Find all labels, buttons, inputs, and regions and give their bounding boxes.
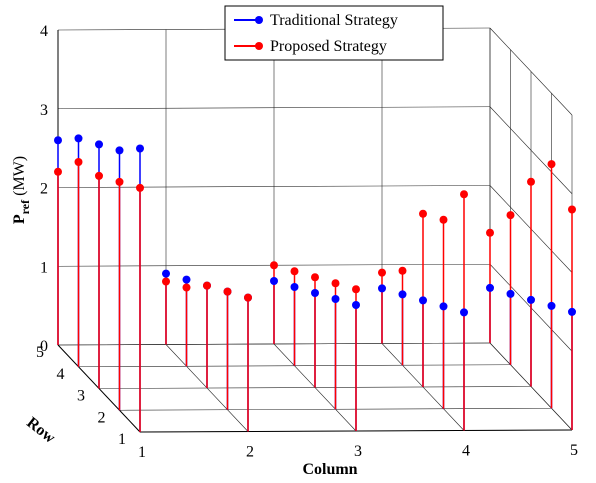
marker-traditional	[95, 140, 103, 149]
marker-proposed	[419, 209, 427, 218]
marker-proposed	[203, 281, 211, 290]
marker-traditional	[568, 307, 576, 316]
marker-traditional	[506, 289, 515, 298]
marker-proposed	[270, 261, 278, 270]
marker-proposed	[74, 158, 83, 166]
x-tick-label: 4	[462, 443, 470, 460]
y-tick-label: 3	[77, 388, 85, 405]
x-tick-label: 2	[246, 444, 254, 461]
side-wall-grid-line	[489, 27, 573, 116]
marker-traditional	[311, 289, 319, 297]
marker-proposed	[568, 205, 576, 214]
stems-layer	[54, 134, 576, 432]
marker-proposed	[136, 183, 144, 192]
marker-traditional	[290, 283, 299, 291]
marker-traditional	[527, 295, 535, 304]
marker-traditional	[115, 146, 124, 155]
z-tick-label: 1	[40, 259, 48, 276]
marker-proposed	[244, 293, 252, 302]
y-tick-label: 4	[57, 366, 65, 383]
marker-traditional	[162, 269, 170, 278]
marker-traditional	[54, 136, 62, 145]
x-tick-label: 5	[570, 442, 578, 459]
marker-proposed	[486, 228, 494, 237]
back-wall-grid-line	[57, 106, 491, 110]
marker-traditional	[378, 284, 386, 293]
y-tick-label: 2	[98, 409, 106, 426]
marker-proposed	[547, 160, 556, 169]
marker-traditional	[270, 277, 278, 285]
marker-proposed	[352, 285, 360, 294]
z-tick-label: 2	[40, 181, 48, 198]
marker-traditional	[182, 275, 191, 284]
marker-proposed	[460, 190, 468, 199]
x-axis-title: Column	[302, 461, 357, 478]
marker-proposed	[378, 268, 386, 277]
legend-marker-proposed	[255, 42, 263, 50]
marker-traditional	[439, 302, 448, 311]
legend-label-proposed: Proposed Strategy	[270, 38, 387, 55]
x-tick-label: 1	[138, 444, 146, 461]
z-tick-label: 0	[40, 338, 48, 355]
side-wall-grid-line	[489, 106, 573, 194]
marker-traditional	[460, 308, 468, 317]
marker-proposed	[439, 215, 448, 224]
legend-marker-traditional	[255, 16, 263, 24]
marker-traditional	[547, 301, 556, 310]
z-axis-title: Pref (MW)	[11, 156, 32, 224]
x-tick-label: 3	[354, 443, 362, 460]
z-tick-label: 3	[40, 102, 48, 119]
z-axis-title-sub: ref	[18, 199, 32, 214]
marker-proposed	[311, 273, 319, 282]
marker-traditional	[331, 295, 340, 303]
marker-proposed	[54, 167, 62, 176]
marker-traditional	[398, 290, 407, 299]
legend-box	[224, 5, 444, 61]
marker-proposed	[223, 287, 232, 296]
marker-proposed	[182, 283, 191, 292]
marker-traditional	[352, 301, 360, 309]
marker-proposed	[506, 211, 515, 220]
marker-traditional	[419, 296, 427, 305]
back-wall-grid-line	[57, 185, 491, 188]
legend: Traditional Strategy Proposed Strategy	[224, 5, 444, 61]
marker-proposed	[95, 171, 103, 180]
marker-proposed	[290, 267, 299, 276]
marker-traditional	[136, 144, 144, 153]
marker-traditional	[74, 134, 83, 143]
y-tick-label: 1	[118, 431, 126, 448]
z-axis-title-unit: (MW)	[11, 156, 28, 200]
marker-proposed	[398, 266, 407, 275]
z-axis-title-main: P	[11, 214, 28, 224]
marker-traditional	[486, 283, 494, 292]
y-axis-title: Row	[23, 414, 58, 447]
legend-label-traditional: Traditional Strategy	[270, 12, 398, 29]
marker-proposed	[331, 279, 340, 288]
marker-proposed	[527, 177, 535, 186]
y-tick-label: 5	[36, 344, 44, 361]
z-tick-label: 4	[40, 23, 48, 40]
marker-proposed	[115, 177, 124, 186]
marker-proposed	[162, 277, 170, 286]
